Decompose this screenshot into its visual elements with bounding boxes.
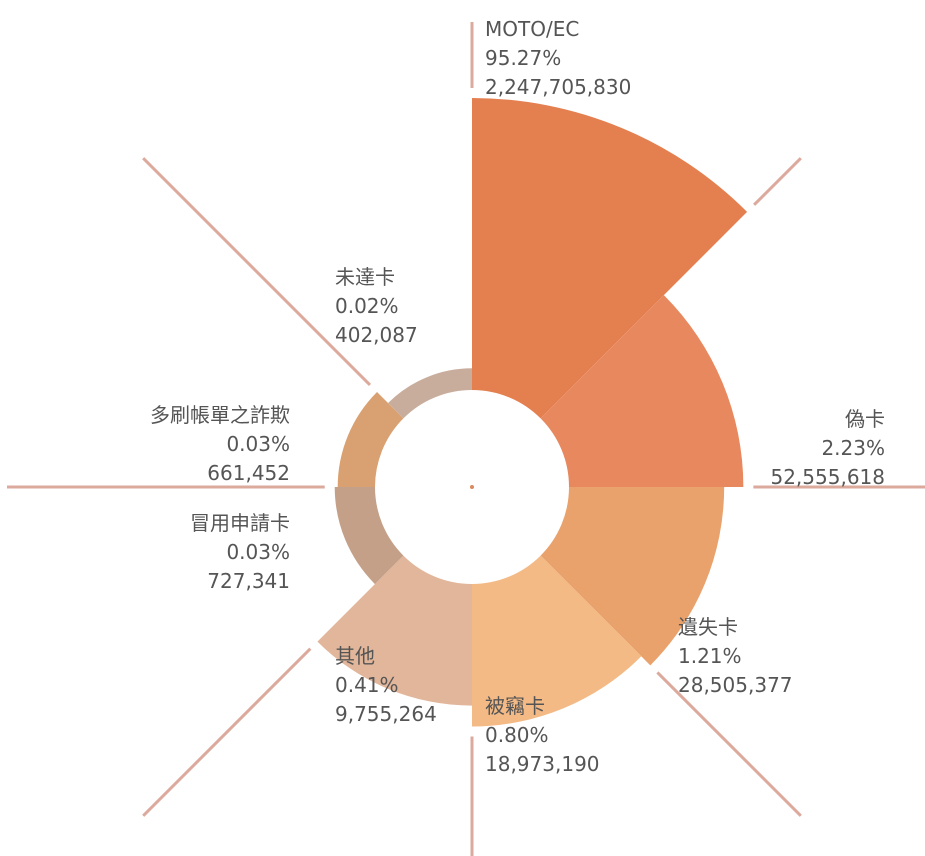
value-label: 402,087: [335, 323, 418, 347]
percent-label: 1.21%: [678, 644, 742, 668]
percent-label: 0.80%: [485, 723, 549, 747]
percent-label: 2.23%: [821, 436, 885, 460]
divider-line: [753, 157, 802, 206]
value-label: 9,755,264: [335, 702, 437, 726]
rose-sector: [337, 392, 404, 487]
category-label: 其他: [335, 644, 375, 668]
category-label: 偽卡: [845, 407, 885, 431]
value-label: 18,973,190: [485, 752, 600, 776]
rose-sector: [388, 368, 472, 419]
category-label: 冒用申請卡: [190, 511, 290, 535]
category-label: 多刷帳單之詐欺: [150, 403, 290, 427]
value-label: 727,341: [207, 569, 290, 593]
rose-sector: [540, 487, 725, 666]
center-dot: [470, 485, 474, 489]
percent-label: 0.02%: [335, 294, 399, 318]
category-label: 被竊卡: [485, 694, 545, 718]
value-label: 28,505,377: [678, 673, 793, 697]
divider-line: [656, 671, 802, 817]
percent-label: 0.03%: [226, 540, 290, 564]
percent-label: 0.03%: [226, 432, 290, 456]
value-label: 52,555,618: [770, 465, 885, 489]
divider-line: [142, 157, 372, 387]
divider-line: [142, 647, 312, 817]
rose-sector: [472, 555, 642, 727]
rose-sector: [540, 295, 744, 487]
rose-sector: [472, 98, 748, 419]
rose-sector: [317, 555, 472, 706]
rose-sector: [334, 487, 404, 585]
percent-label: 95.27%: [485, 46, 561, 70]
value-label: 661,452: [207, 461, 290, 485]
percent-label: 0.41%: [335, 673, 399, 697]
category-label: 未達卡: [335, 265, 395, 289]
category-label: 遺失卡: [678, 615, 738, 639]
category-label: MOTO/EC: [485, 17, 579, 41]
value-label: 2,247,705,830: [485, 75, 631, 99]
